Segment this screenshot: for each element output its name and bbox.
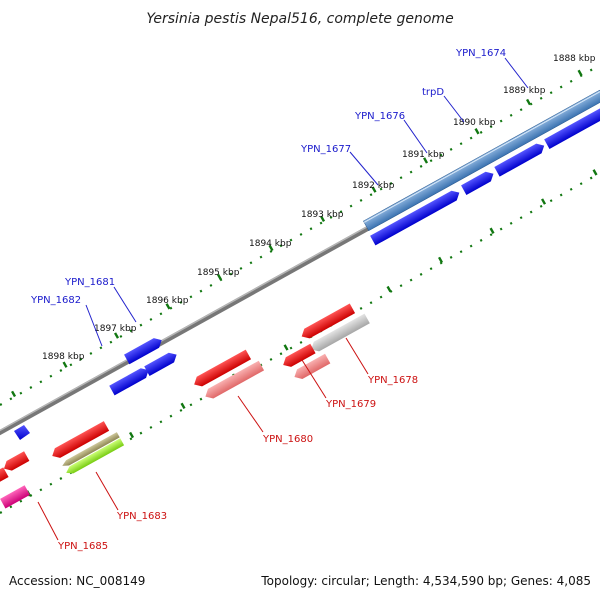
major-tick	[438, 256, 444, 264]
major-tick	[165, 303, 171, 310]
gene-label[interactable]: YPN_1682	[30, 295, 81, 306]
gene-feature[interactable]	[191, 349, 252, 390]
major-tick	[386, 285, 392, 293]
major-tick	[474, 128, 480, 135]
gene-feature[interactable]	[299, 303, 356, 342]
kbp-label: 1890 kbp	[453, 118, 496, 128]
gene-feature[interactable]	[61, 432, 120, 468]
gene-label[interactable]: YPN_1678	[367, 375, 418, 386]
major-tick	[283, 344, 289, 351]
reverse-label-leaders	[37, 337, 369, 541]
gene-feature[interactable]	[363, 89, 600, 232]
major-tick	[180, 402, 186, 410]
major-tick	[320, 215, 326, 222]
forward-label-leaders	[85, 57, 529, 347]
kbp-label: 1889 kbp	[503, 86, 546, 96]
gene-feature[interactable]	[203, 360, 265, 402]
gene-label[interactable]: YPN_1683	[116, 511, 167, 522]
kbp-label: 1897 kbp	[94, 324, 137, 334]
gene-label[interactable]: YPN_1680	[262, 434, 313, 445]
gene-feature[interactable]	[544, 96, 600, 149]
reverse-gene-labels: YPN_1678 YPN_1679 YPN_1680 YPN_1683 YPN_…	[57, 375, 418, 552]
gene-label[interactable]: YPN_1681	[64, 277, 115, 288]
gene-feature[interactable]	[0, 485, 30, 509]
gene-feature[interactable]	[370, 188, 462, 246]
gene-feature[interactable]	[292, 353, 331, 382]
major-tick	[541, 198, 547, 205]
major-tick	[129, 431, 135, 439]
major-tick	[217, 273, 223, 281]
kbp-label: 1892 kbp	[352, 181, 395, 191]
gene-label[interactable]: YPN_1676	[354, 111, 405, 122]
kbp-label: 1888 kbp	[553, 54, 596, 64]
kbp-label: 1896 kbp	[146, 296, 189, 306]
major-tick	[577, 69, 583, 77]
forward-strand-genes	[14, 89, 600, 440]
gene-feature[interactable]	[124, 335, 164, 365]
gene-feature[interactable]	[1, 451, 30, 473]
map-title: Yersinia pestis Nepal516, complete genom…	[146, 11, 453, 27]
major-tick	[592, 169, 598, 176]
major-tick	[526, 98, 532, 106]
gene-label[interactable]: YPN_1677	[300, 144, 351, 155]
gene-feature[interactable]	[281, 343, 316, 370]
kbp-label: 1894 kbp	[249, 239, 292, 249]
gene-feature[interactable]	[494, 141, 547, 177]
major-tick	[371, 186, 377, 193]
gene-feature[interactable]	[0, 467, 9, 486]
gene-feature[interactable]	[144, 350, 179, 376]
kbp-label: 1891 kbp	[402, 150, 445, 160]
forward-gene-labels: YPN_1674 trpD YPN_1676 YPN_1677 YPN_1681…	[30, 48, 506, 306]
gene-label[interactable]: YPN_1679	[325, 399, 376, 410]
kbp-scale-labels: 1888 kbp 1889 kbp 1890 kbp 1891 kbp 1892…	[42, 54, 596, 362]
gene-feature[interactable]	[109, 365, 151, 396]
gene-feature[interactable]	[14, 425, 30, 440]
gene-label[interactable]: trpD	[422, 87, 444, 98]
accession-text: Accession: NC_008149	[9, 574, 145, 588]
gene-feature[interactable]	[461, 169, 496, 196]
major-tick	[11, 390, 17, 398]
gene-feature[interactable]	[309, 313, 370, 355]
reverse-strand-genes	[0, 303, 370, 509]
gene-label[interactable]: YPN_1674	[455, 48, 506, 59]
gene-feature[interactable]	[64, 438, 125, 476]
kbp-label: 1893 kbp	[301, 210, 344, 220]
major-tick	[62, 361, 68, 368]
kbp-label: 1895 kbp	[197, 268, 240, 278]
major-tick	[489, 227, 495, 234]
major-ticks	[11, 69, 598, 497]
major-tick	[423, 157, 429, 164]
genome-summary-text: Topology: circular; Length: 4,534,590 bp…	[260, 574, 591, 588]
gene-feature[interactable]	[50, 421, 110, 461]
gene-label[interactable]: YPN_1685	[57, 541, 108, 552]
major-tick	[268, 244, 274, 252]
major-tick	[114, 332, 120, 339]
kbp-label: 1898 kbp	[42, 352, 85, 362]
